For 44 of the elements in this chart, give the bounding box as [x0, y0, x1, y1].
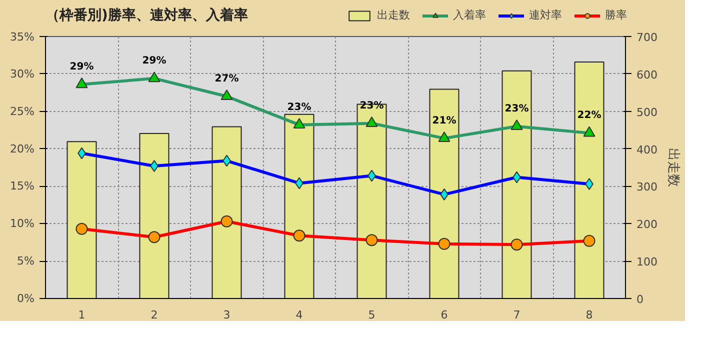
x-tick-label: 8 — [586, 308, 593, 322]
legend-label: 連対率 — [529, 8, 562, 22]
bar — [574, 61, 604, 298]
y2-tick-label: 0 — [636, 293, 644, 306]
bar — [429, 88, 460, 298]
x-tick-label: 7 — [513, 308, 520, 322]
y-tick-label: 10% — [10, 217, 35, 230]
y2-axis-title: 出走数 — [665, 148, 680, 187]
data-label: 29% — [142, 55, 166, 66]
y2-tick-label: 100 — [636, 256, 658, 269]
y-tick-label: 5% — [17, 254, 34, 268]
x-tick-label: 6 — [440, 308, 448, 322]
y2-tick-label: 400 — [636, 143, 658, 156]
bar — [502, 70, 532, 298]
x-tick-label: 3 — [223, 308, 230, 322]
y2-tick-label: 500 — [636, 106, 658, 119]
data-label: 21% — [432, 115, 456, 126]
legend-label: 勝率 — [605, 8, 627, 22]
legend-label: 出走数 — [377, 8, 410, 22]
bar — [66, 141, 97, 298]
y-tick-label: 25% — [10, 104, 35, 118]
data-label: 27% — [214, 73, 239, 84]
y2-tick-label: 300 — [636, 180, 658, 194]
y2-tick-label: 700 — [636, 31, 658, 44]
x-tick-label: 2 — [150, 308, 158, 322]
x-tick-label: 4 — [296, 308, 303, 322]
bar — [284, 114, 314, 298]
y-tick-label: 30% — [10, 67, 35, 80]
y-tick-label: 20% — [10, 142, 35, 156]
y-tick-label: 35% — [10, 30, 35, 44]
data-label: 23% — [287, 102, 312, 113]
bar — [139, 132, 170, 298]
legend-label: 入着率 — [453, 8, 486, 22]
y2-tick-label: 200 — [636, 218, 658, 232]
x-tick-label: 1 — [78, 308, 86, 322]
chart-title: （枠番別)勝率、連対率、入着率 — [46, 6, 248, 24]
data-label: 29% — [70, 61, 94, 72]
data-label: 23% — [504, 103, 529, 114]
y2-tick-label: 600 — [636, 68, 658, 82]
bar — [212, 126, 242, 298]
data-label: 22% — [577, 110, 602, 122]
y-tick-label: 0% — [17, 292, 34, 305]
y-tick-label: 15% — [10, 180, 35, 193]
x-tick-label: 5 — [368, 308, 376, 322]
